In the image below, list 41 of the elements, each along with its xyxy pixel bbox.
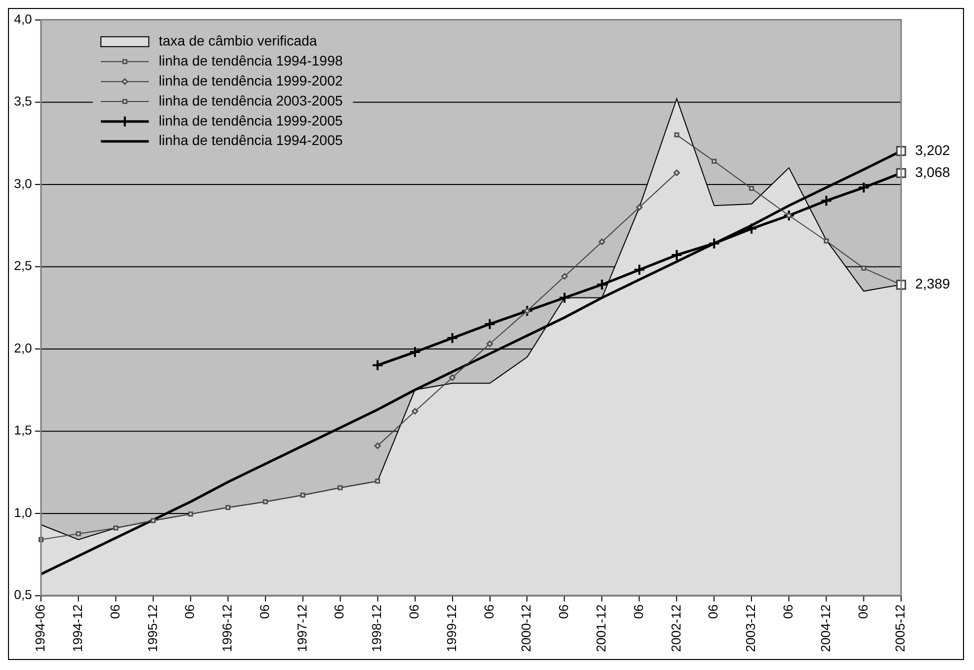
legend-label: linha de tendência 1994-2005: [158, 132, 343, 148]
x-tick-label: 1998-12: [369, 604, 384, 652]
annotation: 3,202: [915, 142, 950, 158]
y-tick-label: 1,0: [14, 504, 32, 520]
x-tick-label: 1994-06: [32, 604, 48, 652]
x-tick-label: 2005-12: [892, 604, 908, 652]
x-tick-label: 1994-12: [70, 604, 85, 652]
annotation: 3,068: [915, 164, 950, 180]
legend-label: linha de tendência 2003-2005: [158, 92, 343, 108]
x-tick-label: 2003-12: [743, 604, 758, 652]
x-tick-label: 06: [630, 604, 646, 619]
annotation: 2,389: [915, 276, 950, 292]
x-tick-label: 2002-12: [668, 604, 684, 652]
legend-label: linha de tendência 1999-2005: [158, 112, 343, 128]
y-tick-label: 3,5: [14, 94, 32, 109]
y-tick-label: 3,0: [14, 176, 32, 191]
x-tick-label: 2004-12: [818, 604, 833, 652]
x-tick-label: 1995-12: [144, 604, 160, 652]
x-tick-label: 06: [780, 604, 796, 619]
y-tick-label: 4,0: [14, 11, 32, 26]
legend-label: taxa de câmbio verificada: [158, 32, 318, 49]
x-tick-label: 06: [406, 604, 422, 619]
x-tick-label: 1999-12: [444, 604, 459, 652]
x-tick-label: 06: [855, 604, 870, 619]
x-tick-label: 06: [256, 604, 272, 619]
x-tick-label: 2000-12: [518, 604, 534, 652]
y-tick-label: 1,5: [14, 422, 32, 438]
x-tick-label: 06: [706, 604, 721, 619]
x-tick-label: 06: [481, 604, 496, 619]
legend-label: linha de tendência 1994-1998: [158, 52, 343, 68]
y-tick-label: 0,5: [14, 587, 32, 602]
y-tick-label: 2,0: [14, 340, 32, 356]
x-tick-label: 1997-12: [294, 604, 310, 652]
y-tick-label: 2,5: [14, 258, 32, 274]
x-tick-label: 2001-12: [594, 604, 609, 652]
x-tick-label: 06: [332, 604, 347, 619]
x-tick-label: 06: [556, 604, 572, 619]
legend-label: linha de tendência 1999-2002: [158, 72, 343, 88]
x-tick-label: 06: [107, 604, 122, 619]
x-tick-label: 1996-12: [220, 604, 235, 652]
x-tick-label: 06: [182, 604, 198, 619]
